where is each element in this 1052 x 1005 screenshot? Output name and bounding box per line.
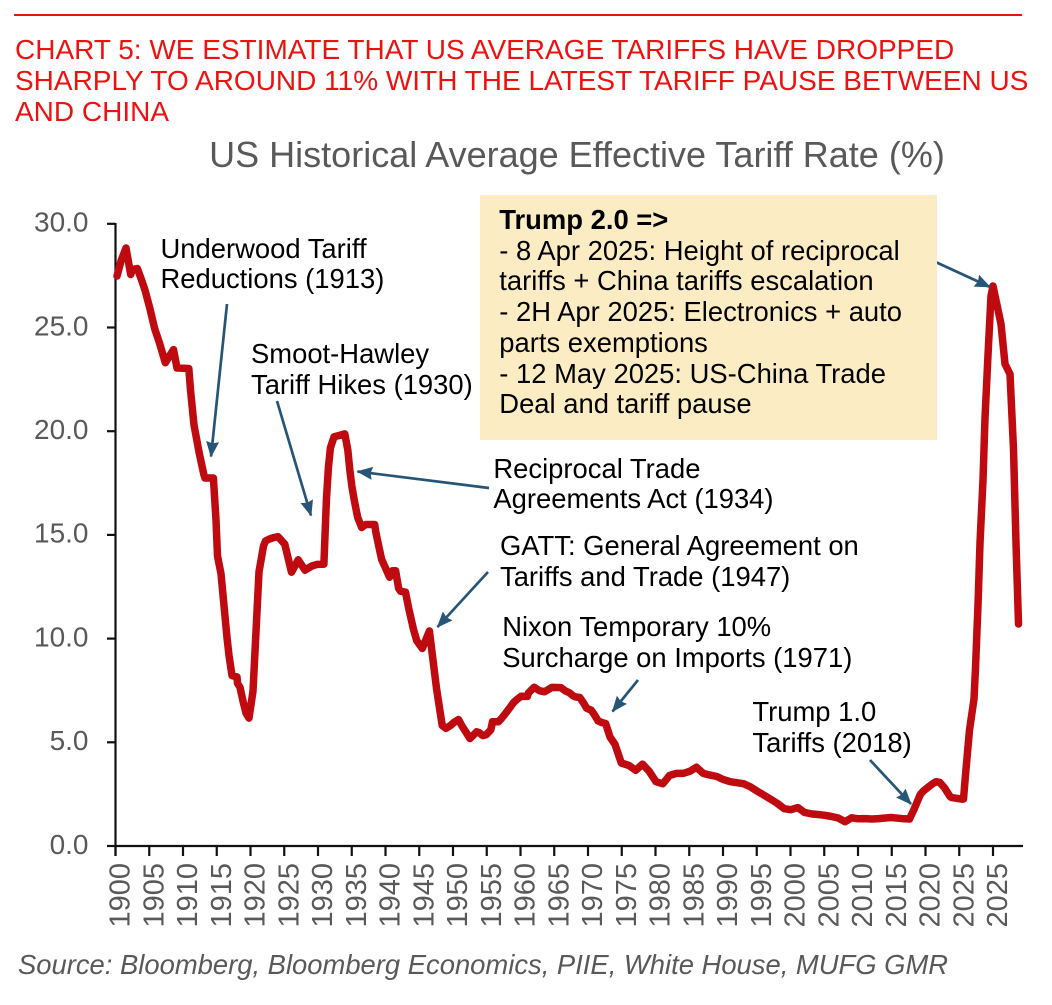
- svg-text:1995: 1995: [746, 863, 778, 928]
- svg-text:1945: 1945: [408, 863, 440, 928]
- svg-text:1920: 1920: [240, 863, 272, 928]
- svg-text:1940: 1940: [375, 863, 407, 928]
- svg-text:1985: 1985: [678, 863, 710, 928]
- svg-text:10.0: 10.0: [34, 621, 89, 652]
- svg-text:25.0: 25.0: [34, 310, 89, 341]
- svg-text:1955: 1955: [476, 863, 508, 928]
- svg-text:1990: 1990: [712, 863, 744, 928]
- svg-text:5.0: 5.0: [50, 725, 89, 756]
- svg-text:2025: 2025: [982, 863, 1014, 928]
- svg-text:1915: 1915: [206, 863, 238, 928]
- svg-text:2025: 2025: [948, 863, 980, 928]
- svg-text:2005: 2005: [813, 863, 845, 928]
- svg-text:1910: 1910: [172, 863, 204, 928]
- svg-text:0.0: 0.0: [50, 829, 89, 860]
- svg-text:15.0: 15.0: [34, 518, 89, 549]
- svg-text:2010: 2010: [847, 863, 879, 928]
- svg-text:1900: 1900: [105, 863, 137, 928]
- svg-text:2000: 2000: [780, 863, 812, 928]
- svg-text:1930: 1930: [307, 863, 339, 928]
- svg-text:1975: 1975: [611, 863, 643, 928]
- svg-text:1925: 1925: [273, 863, 305, 928]
- svg-text:1950: 1950: [442, 863, 474, 928]
- svg-text:1980: 1980: [645, 863, 677, 928]
- svg-text:20.0: 20.0: [34, 414, 89, 445]
- svg-text:1905: 1905: [138, 863, 170, 928]
- svg-text:2020: 2020: [915, 863, 947, 928]
- svg-text:1965: 1965: [543, 863, 575, 928]
- svg-text:1970: 1970: [577, 863, 609, 928]
- svg-text:2015: 2015: [881, 863, 913, 928]
- svg-text:1935: 1935: [341, 863, 373, 928]
- svg-text:30.0: 30.0: [34, 207, 89, 238]
- svg-text:1960: 1960: [510, 863, 542, 928]
